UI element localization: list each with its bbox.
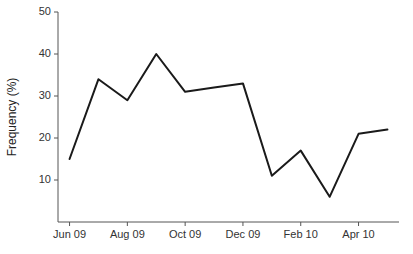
x-tick-label: Apr 10 bbox=[342, 228, 374, 240]
chart-svg: 10 20 30 40 50 Jun 09 Aug 09 Oct 09 Dec 09 Feb 10… bbox=[0, 0, 413, 254]
y-tick bbox=[54, 12, 58, 13]
y-tick-label: 40 bbox=[39, 47, 51, 59]
y-tick-label: 30 bbox=[39, 89, 51, 101]
x-tick bbox=[127, 222, 128, 226]
y-tick-label: 50 bbox=[39, 5, 51, 17]
chart-container: 10 20 30 40 50 Jun 09 Aug 09 Oct 09 Dec 09 Feb 10… bbox=[0, 0, 413, 254]
x-tick bbox=[185, 222, 186, 226]
y-tick-label: 10 bbox=[39, 173, 51, 185]
x-axis-line bbox=[58, 222, 399, 223]
y-tick bbox=[54, 138, 58, 139]
x-tick-label: Dec 09 bbox=[226, 228, 261, 240]
y-axis-line bbox=[58, 12, 59, 222]
x-tick bbox=[358, 222, 359, 226]
y-axis-title: Frequency (%) bbox=[5, 78, 19, 157]
x-tick bbox=[69, 222, 70, 226]
x-tick-label: Feb 10 bbox=[284, 228, 318, 240]
x-tick-label: Oct 09 bbox=[169, 228, 201, 240]
x-tick bbox=[300, 222, 301, 226]
x-tick-label: Aug 09 bbox=[110, 228, 145, 240]
y-tick bbox=[54, 96, 58, 97]
y-tick bbox=[54, 180, 58, 181]
y-tick-label: 20 bbox=[39, 131, 51, 143]
x-tick-label: Jun 09 bbox=[53, 228, 86, 240]
data-line bbox=[70, 54, 388, 197]
plot-area bbox=[70, 54, 388, 197]
x-tick bbox=[242, 222, 243, 226]
y-tick bbox=[54, 54, 58, 55]
